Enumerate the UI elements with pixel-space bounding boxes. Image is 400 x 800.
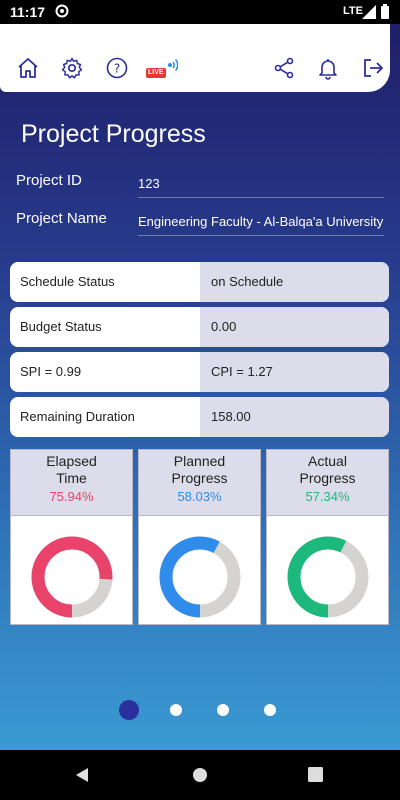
remaining-duration-row: Remaining Duration 158.00 [10, 397, 389, 437]
project-id-label: Project ID [16, 172, 82, 189]
sync-icon [55, 4, 69, 18]
card-caption-line2: Progress [299, 470, 356, 486]
donut-progress-arc [31, 536, 113, 618]
home-nav-icon[interactable] [192, 767, 208, 783]
page-indicator-dot[interactable] [170, 704, 182, 716]
back-icon[interactable] [74, 767, 90, 783]
broadcast-icon [168, 58, 178, 72]
recents-icon[interactable] [308, 767, 323, 782]
live-label: LIVE [146, 68, 166, 78]
project-name-value: Engineering Faculty - Al-Balqa'a Univers… [138, 214, 384, 236]
schedule-status-row: Schedule Status on Schedule [10, 262, 389, 302]
live-icon[interactable]: LIVE [146, 58, 178, 80]
battery-icon [381, 4, 389, 19]
help-icon[interactable]: ? [105, 56, 129, 80]
card-caption: Elapsed Time [11, 453, 132, 487]
page-indicator-dot[interactable] [119, 700, 139, 720]
remaining-duration-value: 158.00 [200, 397, 389, 437]
card-percent: 75.94% [49, 489, 94, 504]
status-bar: 11:17 LTE [0, 0, 400, 24]
signal-icon [362, 5, 376, 19]
donut-chart [287, 536, 369, 618]
donut-chart [159, 536, 241, 618]
donut-chart [31, 536, 113, 618]
page-title: Project Progress [21, 120, 206, 148]
schedule-status-value: on Schedule [200, 262, 389, 302]
system-nav-bar [0, 750, 400, 800]
donut-progress-arc [159, 536, 241, 618]
logout-icon[interactable] [361, 56, 385, 80]
card-header: Planned Progress 58.03% [139, 450, 260, 516]
share-icon[interactable] [272, 56, 296, 80]
card-header: Actual Progress 57.34% [267, 450, 388, 516]
card-caption-line1: Planned [173, 453, 226, 469]
status-time: 11:17 [10, 4, 46, 20]
schedule-status-label: Schedule Status [20, 274, 115, 289]
budget-status-label: Budget Status [20, 319, 102, 334]
gear-icon[interactable] [60, 56, 84, 80]
spi-label: SPI = 0.99 [20, 364, 82, 379]
card-caption-line2: Time [56, 470, 87, 486]
top-toolbar [0, 24, 390, 92]
cpi-value: CPI = 1.27 [200, 352, 389, 392]
project-name-label: Project Name [16, 210, 107, 227]
page-indicator-dot[interactable] [264, 704, 276, 716]
page-indicator-dot[interactable] [217, 704, 229, 716]
actual-progress-card: Actual Progress 57.34% [266, 449, 389, 625]
project-id-value: 123 [138, 176, 384, 198]
elapsed-time-card: Elapsed Time 75.94% [10, 449, 133, 625]
svg-text:?: ? [114, 62, 120, 76]
card-caption: Actual Progress [267, 453, 388, 487]
card-caption-line1: Elapsed [46, 453, 97, 469]
budget-status-value: 0.00 [200, 307, 389, 347]
card-header: Elapsed Time 75.94% [11, 450, 132, 516]
planned-progress-card: Planned Progress 58.03% [138, 449, 261, 625]
bell-icon[interactable] [316, 56, 340, 80]
budget-status-row: Budget Status 0.00 [10, 307, 389, 347]
card-percent: 58.03% [177, 489, 222, 504]
card-caption-line1: Actual [308, 453, 347, 469]
network-type: LTE [343, 5, 363, 17]
card-caption: Planned Progress [139, 453, 260, 487]
remaining-duration-label: Remaining Duration [20, 409, 135, 424]
card-caption-line2: Progress [171, 470, 228, 486]
donut-progress-arc [287, 536, 369, 618]
card-percent: 57.34% [305, 489, 350, 504]
home-icon[interactable] [16, 56, 40, 80]
spi-cpi-row: SPI = 0.99 CPI = 1.27 [10, 352, 389, 392]
